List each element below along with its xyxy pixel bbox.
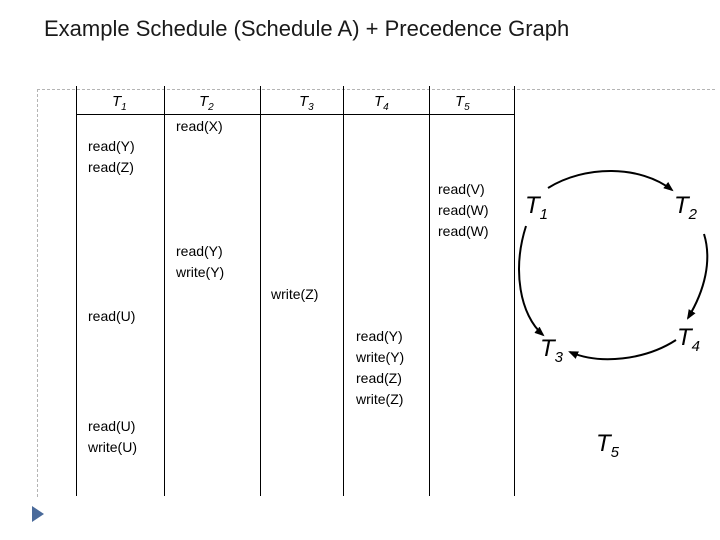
column-divider [260,86,261,496]
column-header-t4: T4 [374,93,389,113]
op-t3-write-z: write(Z) [271,286,319,302]
edge-t4-t3 [568,339,677,361]
graph-node-t4: T4 [677,324,701,355]
slide-title: Example Schedule (Schedule A) + Preceden… [44,16,570,41]
graph-node-t1: T1 [525,192,549,223]
op-t1-read-u: read(U) [88,308,136,324]
graph-node-t5: T5 [596,430,620,461]
slide-guide-vertical [37,89,38,497]
op-t1-read-y-z: read(Y) read(Z) [88,138,135,175]
column-divider [343,86,344,496]
op-t1-read-write-u: read(U) write(U) [88,418,137,455]
slide-guide-horizontal [37,89,715,90]
bullet-icon [32,506,44,522]
edge-t1-t2 [547,170,674,192]
column-divider [514,86,515,496]
op-t4-ops: read(Y) write(Y) read(Z) write(Z) [356,328,405,407]
column-divider [76,86,77,496]
graph-node-t3: T3 [540,335,564,366]
column-header-t1: T1 [112,93,127,113]
column-divider [429,86,430,496]
op-t2-read-x: read(X) [176,118,223,134]
column-divider [164,86,165,496]
graph-node-t2: T2 [674,192,698,223]
column-header-t5: T5 [455,93,470,113]
edge-t2-t4 [686,233,709,320]
column-header-t2: T2 [199,93,214,113]
op-t5-reads: read(V) read(W) read(W) [438,181,489,239]
header-underline [76,114,514,115]
op-t2-read-write-y: read(Y) write(Y) [176,243,225,280]
column-header-t3: T3 [299,93,314,113]
edge-t1-t3 [518,225,545,337]
